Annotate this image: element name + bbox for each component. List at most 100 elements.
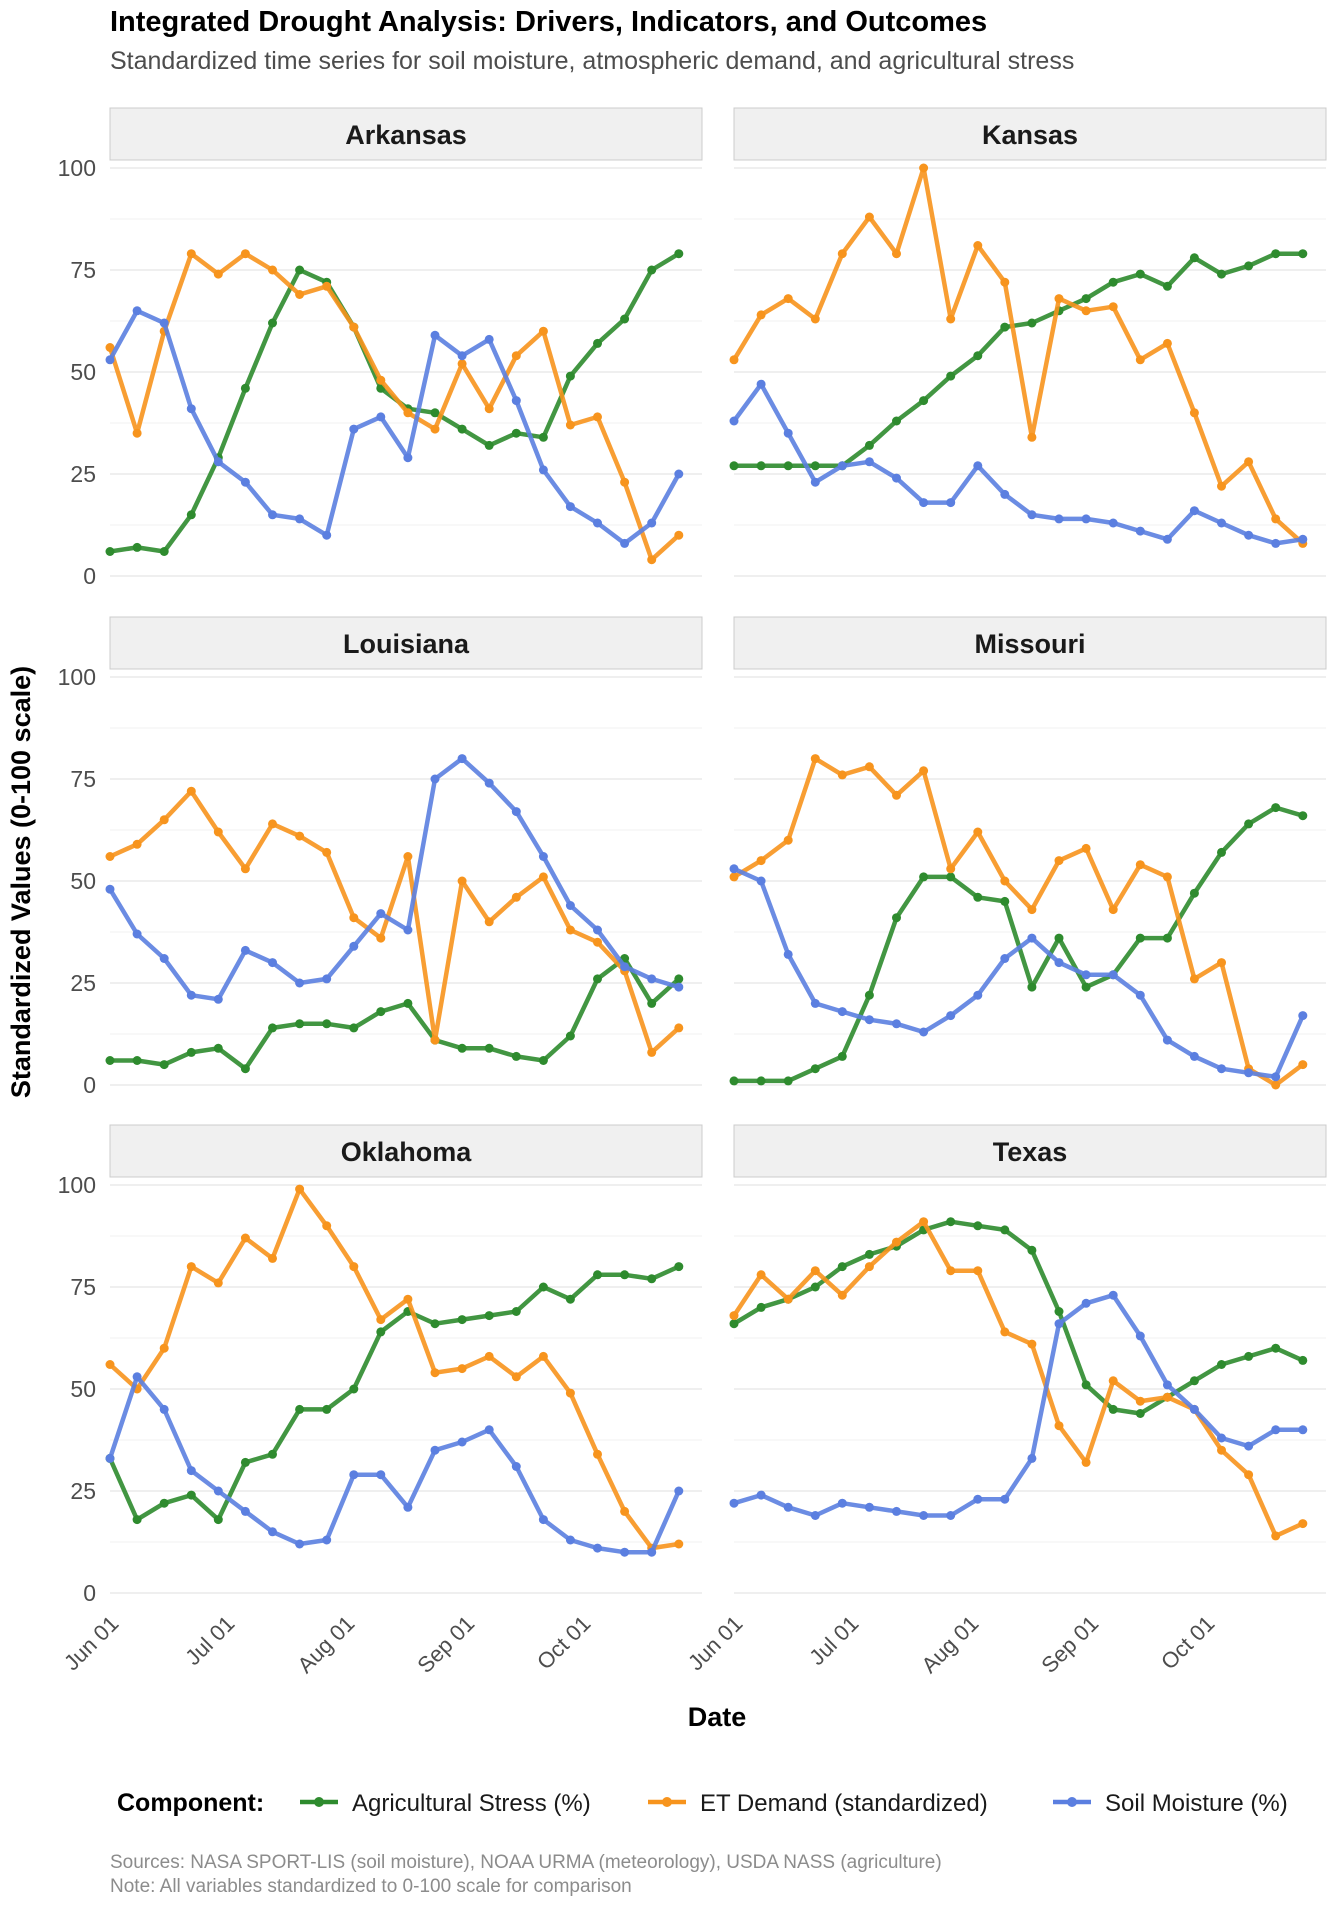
data-point-soil-moisture xyxy=(1162,534,1172,544)
data-point-agricultural-stress xyxy=(538,1056,548,1065)
data-point-et-demand-standardized xyxy=(1189,974,1199,984)
data-point-soil-moisture xyxy=(593,1543,602,1553)
data-point-et-demand-standardized xyxy=(1162,872,1172,882)
facet-strip-label: Kansas xyxy=(982,120,1078,150)
data-point-soil-moisture xyxy=(1217,1433,1226,1443)
data-point-agricultural-stress xyxy=(674,249,684,259)
data-point-soil-moisture xyxy=(837,1498,847,1508)
legend-label: Agricultural Stress (%) xyxy=(352,1790,591,1817)
series-line-et-demand-standardized xyxy=(107,1186,682,1551)
data-point-et-demand-standardized xyxy=(1189,408,1199,418)
data-point-agricultural-stress xyxy=(349,1384,359,1394)
data-point-et-demand-standardized xyxy=(376,375,386,385)
data-point-agricultural-stress xyxy=(457,1043,467,1053)
data-point-soil-moisture xyxy=(1271,538,1281,548)
data-point-et-demand-standardized xyxy=(919,766,929,776)
data-point-agricultural-stress xyxy=(946,872,956,882)
series-line-soil-moisture xyxy=(731,866,1306,1080)
data-point-et-demand-standardized xyxy=(1135,355,1145,365)
data-point-soil-moisture xyxy=(1189,1051,1199,1061)
data-point-et-demand-standardized xyxy=(295,290,305,299)
data-point-agricultural-stress xyxy=(593,338,602,348)
data-point-et-demand-standardized xyxy=(1298,1060,1308,1070)
data-point-et-demand-standardized xyxy=(892,249,901,259)
data-point-agricultural-stress xyxy=(403,998,413,1008)
data-point-soil-moisture xyxy=(864,1015,874,1025)
data-point-soil-moisture xyxy=(973,990,983,1000)
data-point-agricultural-stress xyxy=(1271,803,1281,813)
data-point-soil-moisture xyxy=(430,330,440,340)
data-point-soil-moisture xyxy=(1162,1380,1172,1390)
data-point-soil-moisture xyxy=(674,982,684,992)
data-point-soil-moisture xyxy=(565,502,575,512)
data-point-agricultural-stress xyxy=(213,1515,223,1525)
data-point-et-demand-standardized xyxy=(322,281,332,291)
data-point-et-demand-standardized xyxy=(268,819,277,829)
caption: Sources: NASA SPORT-LIS (soil moisture),… xyxy=(110,1851,942,1899)
facet-strip xyxy=(109,616,703,670)
data-point-et-demand-standardized xyxy=(620,1506,630,1516)
data-point-et-demand-standardized xyxy=(240,249,250,259)
data-point-agricultural-stress xyxy=(1108,1404,1118,1414)
data-point-soil-moisture xyxy=(457,351,467,361)
data-point-et-demand-standardized xyxy=(349,1262,359,1272)
data-point-soil-moisture xyxy=(349,941,359,951)
data-point-agricultural-stress xyxy=(1000,322,1010,332)
data-point-et-demand-standardized xyxy=(1135,1396,1145,1406)
data-point-soil-moisture xyxy=(1162,1035,1172,1045)
data-point-et-demand-standardized xyxy=(837,770,847,780)
data-point-et-demand-standardized xyxy=(1027,432,1037,442)
legend-item-soil-moisture: Soil Moisture (%) xyxy=(1053,1790,1288,1817)
data-point-agricultural-stress xyxy=(1298,1355,1308,1365)
data-point-soil-moisture xyxy=(810,1511,820,1520)
data-point-agricultural-stress xyxy=(919,872,929,882)
data-point-agricultural-stress xyxy=(973,892,983,902)
data-point-agricultural-stress xyxy=(864,440,874,450)
facet-strip-label: Arkansas xyxy=(345,120,467,150)
data-point-soil-moisture xyxy=(1081,514,1091,524)
data-point-agricultural-stress xyxy=(457,424,467,434)
y-tick-label: 100 xyxy=(58,1172,96,1198)
series-line-soil-moisture xyxy=(731,381,1306,546)
data-point-soil-moisture xyxy=(647,518,657,528)
data-point-et-demand-standardized xyxy=(1108,905,1118,915)
data-point-soil-moisture xyxy=(1000,954,1010,963)
panel-louisiana: Louisiana 0 25 50 75 100 xyxy=(58,616,703,1098)
data-point-soil-moisture xyxy=(511,1462,521,1471)
data-point-agricultural-stress xyxy=(430,1319,440,1329)
data-point-agricultural-stress xyxy=(810,461,820,471)
data-point-agricultural-stress xyxy=(919,396,929,406)
data-point-et-demand-standardized xyxy=(511,892,521,902)
data-point-agricultural-stress xyxy=(1217,1360,1226,1369)
data-point-soil-moisture xyxy=(186,990,196,1000)
data-point-soil-moisture xyxy=(783,949,793,959)
data-point-agricultural-stress xyxy=(1108,277,1118,287)
data-point-soil-moisture xyxy=(376,909,386,919)
data-point-et-demand-standardized xyxy=(484,1351,494,1361)
chart-subtitle: Standardized time series for soil moistu… xyxy=(110,47,1075,75)
data-point-et-demand-standardized xyxy=(864,212,874,222)
data-point-et-demand-standardized xyxy=(376,1315,386,1325)
facet-strip-label: Louisiana xyxy=(343,629,470,659)
data-point-et-demand-standardized xyxy=(1298,1519,1308,1529)
data-point-et-demand-standardized xyxy=(403,852,413,861)
x-tick-label: Oct 01 xyxy=(1156,1611,1220,1675)
data-point-et-demand-standardized xyxy=(946,314,956,324)
data-point-et-demand-standardized xyxy=(973,241,983,250)
data-point-soil-moisture xyxy=(729,864,739,874)
series-line-et-demand-standardized xyxy=(731,165,1306,546)
data-point-agricultural-stress xyxy=(268,1023,277,1033)
series-line-soil-moisture xyxy=(107,308,682,546)
legend-title: Component: xyxy=(117,1789,264,1817)
data-point-agricultural-stress xyxy=(240,1064,250,1074)
data-point-et-demand-standardized xyxy=(1108,1376,1118,1386)
legend-item-et-demand-standardized: ET Demand (standardized) xyxy=(648,1790,988,1817)
data-point-agricultural-stress xyxy=(1000,1225,1010,1235)
data-point-agricultural-stress xyxy=(1189,1376,1199,1386)
data-point-soil-moisture xyxy=(240,945,250,955)
facet-strip xyxy=(109,1124,703,1178)
y-tick-label: 50 xyxy=(70,868,96,894)
data-point-soil-moisture xyxy=(1217,518,1226,528)
data-point-soil-moisture xyxy=(837,461,847,471)
data-point-et-demand-standardized xyxy=(538,872,548,882)
